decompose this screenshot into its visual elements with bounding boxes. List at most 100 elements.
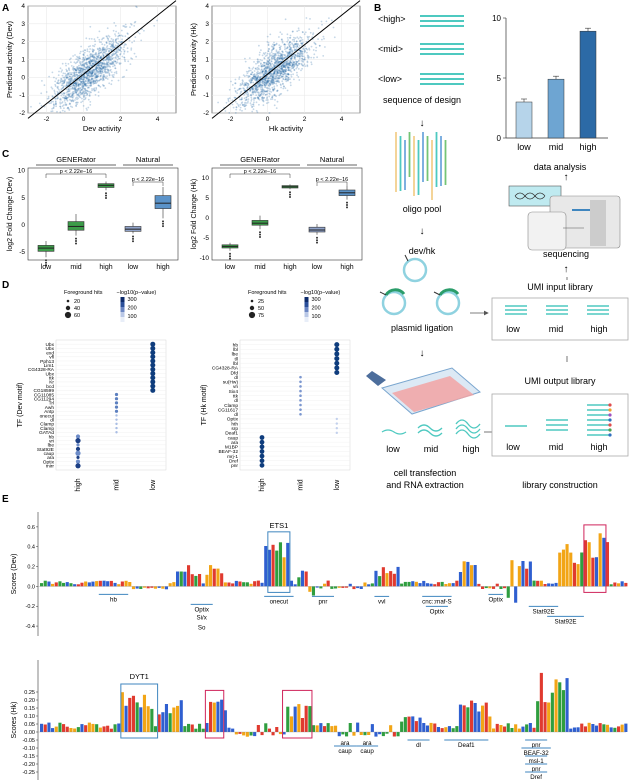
- scatter-point: [99, 57, 102, 59]
- scatter-point: [262, 72, 264, 75]
- scatter-point: [289, 49, 292, 51]
- scatter-point: [254, 88, 257, 91]
- scatter-point: [112, 65, 114, 68]
- scatter-point: [256, 96, 259, 99]
- scatter-point: [99, 66, 101, 69]
- scatter-point: [298, 55, 300, 58]
- scatter-point: [289, 59, 292, 62]
- scatter-point: [80, 70, 83, 72]
- scatter-point: [269, 64, 271, 67]
- scatter-point: [312, 49, 315, 51]
- logo-letter: [91, 723, 95, 732]
- scatter-point: [117, 37, 119, 40]
- scatter-point: [78, 71, 81, 74]
- logo-letter: [433, 584, 437, 587]
- logo-letter: [554, 582, 558, 587]
- scatter-point: [266, 97, 268, 100]
- logo-letter: [554, 679, 558, 732]
- scatter-point: [256, 96, 259, 99]
- scatter-point: [66, 70, 68, 72]
- scatter-point: [82, 85, 85, 87]
- scatter-point: [81, 68, 83, 70]
- scatter-point: [288, 51, 291, 54]
- scatter-point: [280, 76, 283, 79]
- scatter-point: [82, 60, 85, 62]
- scatter-point: [279, 56, 281, 59]
- scatter-point: [273, 72, 275, 75]
- dot: [75, 459, 81, 464]
- scatter-point: [111, 61, 114, 64]
- scatter-point: [99, 67, 102, 70]
- scatter-point: [98, 68, 100, 70]
- scatter-point: [98, 79, 101, 82]
- scatter-point: [304, 49, 306, 52]
- scatter-point: [258, 83, 260, 85]
- logo-letter: [139, 707, 143, 732]
- scatter-point: [263, 81, 266, 83]
- scatter-point: [285, 60, 288, 63]
- scatter-point: [258, 103, 260, 106]
- scatter-point: [293, 61, 296, 63]
- scatter-point: [299, 54, 301, 56]
- scatter-point: [256, 76, 259, 79]
- scatter-point: [68, 103, 71, 105]
- scatter-point: [271, 95, 274, 98]
- scatter-point: [76, 65, 79, 68]
- scatter-point: [276, 64, 278, 67]
- scatter-point: [257, 88, 259, 91]
- scatter-point: [64, 96, 66, 99]
- scatter-point: [270, 49, 273, 52]
- logo-letter: [135, 586, 139, 589]
- scatter-point: [252, 81, 255, 84]
- scatter-point: [113, 64, 116, 66]
- scatter-point: [274, 62, 276, 65]
- scatter-point: [257, 75, 260, 77]
- scatter-point: [270, 82, 273, 85]
- scatter-point: [103, 65, 106, 68]
- logo-letter: [245, 582, 249, 587]
- dot: [150, 371, 156, 377]
- scatter-point: [271, 56, 273, 58]
- scatter-point: [243, 97, 246, 100]
- scatter-point: [260, 94, 262, 97]
- scatter-point: [65, 104, 68, 106]
- scatter-point: [101, 37, 104, 40]
- scatter-point: [288, 42, 291, 44]
- scatter-point: [109, 56, 111, 59]
- scatter-point: [109, 58, 112, 61]
- scatter-point: [96, 80, 99, 82]
- scatter-point: [278, 54, 281, 57]
- scatter-point: [82, 81, 85, 83]
- logo-letter: [381, 567, 385, 587]
- scatter-point: [95, 74, 98, 77]
- scatter-point: [75, 85, 78, 88]
- logo-letter: [528, 561, 532, 587]
- scatter-point: [90, 38, 93, 40]
- scatter-point: [66, 73, 69, 76]
- scatter-point: [276, 60, 279, 63]
- scatter-point: [98, 58, 100, 60]
- scatter-point: [65, 97, 68, 99]
- scatter-point: [76, 98, 78, 101]
- logo-letter: [256, 725, 260, 732]
- scatter-point: [281, 57, 284, 60]
- logo-letter: [470, 700, 474, 732]
- dot: [299, 380, 302, 384]
- scatter-point: [281, 50, 283, 53]
- scatter-point: [277, 62, 280, 65]
- scatter-point: [301, 52, 304, 55]
- scatter-point: [103, 51, 106, 53]
- dot: [335, 427, 338, 430]
- scatter-point: [76, 73, 79, 76]
- scatter-point: [274, 64, 277, 67]
- logo-letter: [282, 557, 286, 587]
- scatter-point: [234, 78, 237, 81]
- scatter-point: [89, 25, 92, 28]
- highlight-box: [282, 689, 313, 739]
- scatter-point: [94, 43, 96, 46]
- logo-letter: [201, 583, 205, 587]
- scatter-point: [82, 81, 85, 83]
- scatter-point: [254, 90, 256, 92]
- scatter-point: [115, 41, 117, 43]
- scatter-point: [291, 30, 294, 33]
